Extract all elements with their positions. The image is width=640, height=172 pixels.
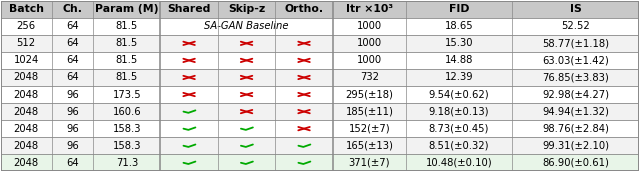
Text: 185(±11): 185(±11) — [346, 107, 394, 117]
Text: 81.5: 81.5 — [116, 72, 138, 82]
Bar — [1, 103, 639, 120]
Text: 2048: 2048 — [13, 141, 39, 151]
Text: 15.30: 15.30 — [445, 38, 473, 48]
Text: 76.85(±3.83): 76.85(±3.83) — [542, 72, 609, 82]
Text: 58.77(±1.18): 58.77(±1.18) — [542, 38, 609, 48]
Text: 2048: 2048 — [13, 124, 39, 134]
Bar — [1, 52, 639, 69]
Text: Shared: Shared — [168, 4, 211, 14]
Text: 96: 96 — [66, 107, 79, 117]
Text: Skip-z: Skip-z — [228, 4, 265, 14]
Text: 1024: 1024 — [13, 55, 39, 65]
Bar — [1, 18, 639, 35]
Bar — [1, 154, 639, 171]
Text: 1000: 1000 — [357, 21, 382, 31]
Text: 96: 96 — [66, 90, 79, 100]
Text: 14.88: 14.88 — [445, 55, 473, 65]
Text: 86.90(±0.61): 86.90(±0.61) — [542, 158, 609, 168]
Text: SA-GAN Baseline: SA-GAN Baseline — [204, 21, 289, 31]
Text: 2048: 2048 — [13, 158, 39, 168]
Text: Batch: Batch — [9, 4, 44, 14]
Text: 71.3: 71.3 — [116, 158, 138, 168]
Text: 173.5: 173.5 — [113, 90, 141, 100]
Text: 152(±7): 152(±7) — [349, 124, 390, 134]
Text: 64: 64 — [66, 55, 79, 65]
Bar — [1, 137, 639, 154]
Bar — [1, 1, 639, 18]
Text: 92.98(±4.27): 92.98(±4.27) — [542, 90, 609, 100]
Text: IS: IS — [570, 4, 581, 14]
Text: 81.5: 81.5 — [116, 55, 138, 65]
Bar — [1, 35, 639, 52]
Text: 9.54(±0.62): 9.54(±0.62) — [429, 90, 489, 100]
Text: 10.48(±0.10): 10.48(±0.10) — [426, 158, 492, 168]
Text: 64: 64 — [66, 38, 79, 48]
Text: FID: FID — [449, 4, 469, 14]
Text: 18.65: 18.65 — [445, 21, 473, 31]
Text: 64: 64 — [66, 21, 79, 31]
Text: Ch.: Ch. — [63, 4, 83, 14]
Text: Itr ×10³: Itr ×10³ — [346, 4, 393, 14]
Text: 2048: 2048 — [13, 72, 39, 82]
Text: 64: 64 — [66, 158, 79, 168]
Text: 94.94(±1.32): 94.94(±1.32) — [542, 107, 609, 117]
Text: 158.3: 158.3 — [113, 141, 141, 151]
Bar — [1, 120, 639, 137]
Text: 81.5: 81.5 — [116, 21, 138, 31]
Text: 1000: 1000 — [357, 38, 382, 48]
Text: 64: 64 — [66, 72, 79, 82]
Text: 165(±13): 165(±13) — [346, 141, 394, 151]
Text: 1000: 1000 — [357, 55, 382, 65]
Text: 99.31(±2.10): 99.31(±2.10) — [542, 141, 609, 151]
Text: 158.3: 158.3 — [113, 124, 141, 134]
Text: 732: 732 — [360, 72, 379, 82]
Text: 2048: 2048 — [13, 90, 39, 100]
Text: 96: 96 — [66, 141, 79, 151]
Text: 371(±7): 371(±7) — [349, 158, 390, 168]
Text: 512: 512 — [17, 38, 36, 48]
Text: 9.18(±0.13): 9.18(±0.13) — [429, 107, 489, 117]
Text: Ortho.: Ortho. — [284, 4, 324, 14]
Text: 160.6: 160.6 — [113, 107, 141, 117]
Text: 8.73(±0.45): 8.73(±0.45) — [429, 124, 489, 134]
Bar — [1, 69, 639, 86]
Text: 295(±18): 295(±18) — [346, 90, 394, 100]
Text: 2048: 2048 — [13, 107, 39, 117]
Text: 81.5: 81.5 — [116, 38, 138, 48]
Text: 8.51(±0.32): 8.51(±0.32) — [429, 141, 489, 151]
Text: 96: 96 — [66, 124, 79, 134]
Text: 12.39: 12.39 — [445, 72, 473, 82]
Text: 98.76(±2.84): 98.76(±2.84) — [542, 124, 609, 134]
Text: 63.03(±1.42): 63.03(±1.42) — [542, 55, 609, 65]
Text: 52.52: 52.52 — [561, 21, 590, 31]
Text: 256: 256 — [17, 21, 36, 31]
Bar — [1, 86, 639, 103]
Text: Param (M): Param (M) — [95, 4, 159, 14]
